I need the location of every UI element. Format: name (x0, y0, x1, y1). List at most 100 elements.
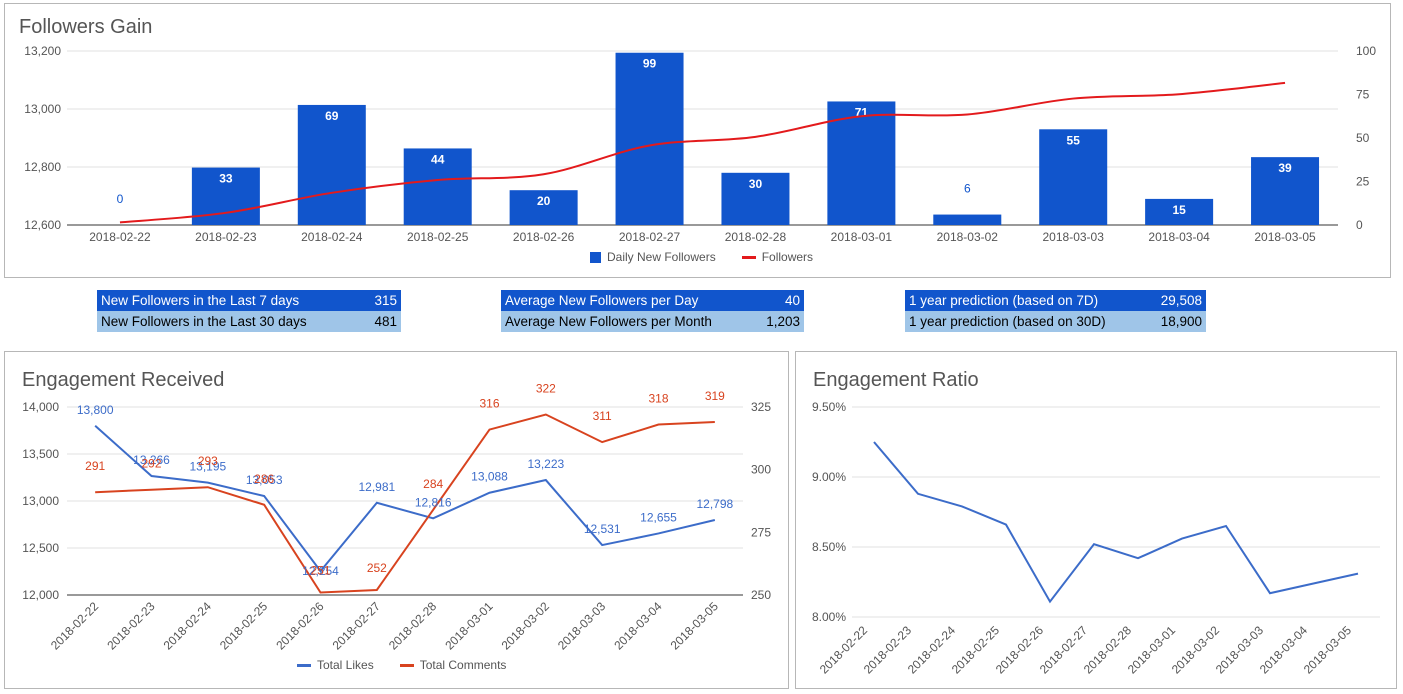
comments-data-label: 318 (648, 392, 668, 406)
engagement-received-legend: Total Likes Total Comments (297, 658, 506, 672)
y-right-tick-label: 100 (1356, 44, 1376, 58)
y-tick-label: 8.00% (812, 610, 846, 624)
x-tick-label: 2018-03-02 (499, 599, 553, 653)
stats-label: 1 year prediction (based on 7D) (905, 290, 1143, 311)
comments-data-label: 286 (254, 472, 274, 486)
x-tick-label: 2018-02-25 (407, 230, 469, 244)
followers-line (119, 81, 1286, 224)
x-tick-label: 2018-02-28 (386, 599, 440, 653)
engagement-received-title: Engagement Received (22, 369, 225, 391)
followers-gain-panel: Followers Gain 12,600 12,800 13,000 13,200 0… (4, 3, 1391, 278)
x-tick-label: 2018-02-27 (619, 230, 681, 244)
comments-data-label: 311 (593, 409, 612, 423)
y-left-tick-label: 12,600 (24, 218, 61, 232)
stats-value: 29,508 (1143, 290, 1206, 311)
bar (297, 104, 366, 225)
bar (1145, 198, 1214, 225)
x-tick-label: 2018-02-26 (273, 599, 327, 653)
stats-value: 315 (360, 290, 401, 311)
x-tick-label: 2018-03-03 (555, 599, 609, 653)
likes-data-label: 12,816 (415, 495, 452, 509)
y-right-tick-label: 75 (1356, 88, 1370, 102)
x-tick-label: 2018-03-05 (1254, 230, 1316, 244)
bar-data-label: 99 (643, 57, 657, 71)
x-tick-label: 2018-03-02 (937, 230, 999, 244)
likes-data-label: 12,531 (584, 522, 621, 536)
stats-row: 1 year prediction (based on 30D) 18,900 (905, 311, 1206, 332)
bar (1251, 157, 1320, 225)
stats-row: New Followers in the Last 30 days 481 (97, 311, 401, 332)
x-tick-label: 2018-02-27 (330, 599, 384, 653)
engagement-received-panel: Engagement Received 12,000 12,500 13,000 13… (4, 351, 789, 689)
comments-data-label: 319 (705, 389, 725, 403)
stats-table-average: Average New Followers per Day 40 Average… (501, 290, 804, 332)
comments-data-label: 316 (479, 397, 499, 411)
comments-data-label: 251 (310, 563, 330, 577)
likes-data-label: 13,223 (527, 457, 564, 471)
stats-table-new-followers: New Followers in the Last 7 days 315 New… (97, 290, 401, 332)
stats-row: Average New Followers per Month 1,203 (501, 311, 804, 332)
comments-data-label: 252 (367, 561, 387, 575)
likes-data-label: 12,655 (640, 510, 677, 524)
y-right-tick-label: 50 (1356, 131, 1370, 145)
y-left-tick-label: 13,500 (22, 447, 59, 461)
y-left-tick-label: 12,500 (22, 541, 59, 555)
stats-label: New Followers in the Last 7 days (97, 290, 360, 311)
comments-data-label: 292 (141, 457, 161, 471)
x-tick-label: 2018-03-04 (1148, 230, 1210, 244)
x-tick-label: 2018-03-01 (831, 230, 893, 244)
stats-value: 40 (754, 290, 804, 311)
likes-data-label: 13,800 (77, 403, 114, 417)
comments-data-label: 284 (423, 477, 443, 491)
comments-data-label: 291 (85, 459, 105, 473)
legend-bars-swatch (590, 251, 601, 263)
bar (403, 148, 472, 225)
y-right-tick-label: 300 (751, 463, 771, 477)
stats-label: Average New Followers per Month (501, 311, 754, 332)
engagement-ratio-panel: Engagement Ratio 8.00% 8.50% 9.00% 9.50% 201… (795, 351, 1397, 689)
y-left-tick-label: 12,000 (22, 588, 59, 602)
followers-gain-title: Followers Gain (19, 16, 153, 38)
followers-gain-legend: Daily New Followers Followers (590, 250, 813, 264)
y-right-tick-label: 275 (751, 525, 771, 539)
x-tick-label: 2018-02-23 (104, 599, 158, 653)
legend-likes-swatch (297, 663, 311, 667)
y-left-tick-label: 13,200 (24, 44, 61, 58)
x-tick-label: 2018-03-01 (442, 599, 496, 653)
legend-bars-label: Daily New Followers (607, 250, 716, 264)
x-tick-label: 2018-03-05 (668, 599, 722, 653)
legend-comments-swatch (399, 663, 414, 667)
stats-value: 18,900 (1143, 311, 1206, 332)
x-tick-label: 2018-03-04 (611, 599, 665, 653)
stats-table-prediction: 1 year prediction (based on 7D) 29,508 1… (905, 290, 1206, 332)
engagement-ratio-chart: 8.00%8.50%9.00%9.50%2018-02-222018-02-23… (812, 400, 1380, 677)
y-left-tick-label: 13,000 (24, 102, 61, 116)
bar-data-label: 33 (219, 172, 233, 186)
x-tick-label: 2018-02-26 (513, 230, 575, 244)
stats-label: Average New Followers per Day (501, 290, 754, 311)
bar-data-label: 39 (1278, 161, 1292, 175)
x-tick-label: 2018-03-03 (1043, 230, 1105, 244)
likes-data-label: 13,088 (471, 470, 508, 484)
comments-line (95, 413, 715, 594)
y-right-tick-label: 25 (1356, 175, 1370, 189)
x-tick-label: 2018-02-22 (48, 599, 102, 653)
x-tick-label: 2018-02-25 (217, 599, 271, 653)
bar-data-label: 30 (749, 177, 763, 191)
comments-data-label: 293 (198, 454, 218, 468)
followers-gain-chart: 12,600 12,800 13,000 13,200 0 25 50 75 100 2018-0… (24, 44, 1376, 244)
bar (721, 172, 790, 225)
stats-label: New Followers in the Last 30 days (97, 311, 360, 332)
y-right-tick-label: 325 (751, 400, 771, 414)
legend-line-label: Followers (761, 250, 814, 264)
bar-data-label: 44 (431, 152, 445, 166)
bar-data-label: 55 (1067, 133, 1081, 147)
comments-data-label: 322 (536, 382, 556, 396)
stats-value: 1,203 (754, 311, 804, 332)
bar-data-label: 20 (537, 194, 551, 208)
likes-data-label: 12,254 (302, 564, 339, 578)
likes-data-label: 12,798 (696, 497, 733, 511)
engagement-received-chart: 12,000 12,500 13,000 13,500 14,000 250 275 300 3… (22, 382, 771, 653)
x-tick-label: 2018-02-24 (301, 230, 363, 244)
y-tick-label: 9.50% (812, 400, 846, 414)
